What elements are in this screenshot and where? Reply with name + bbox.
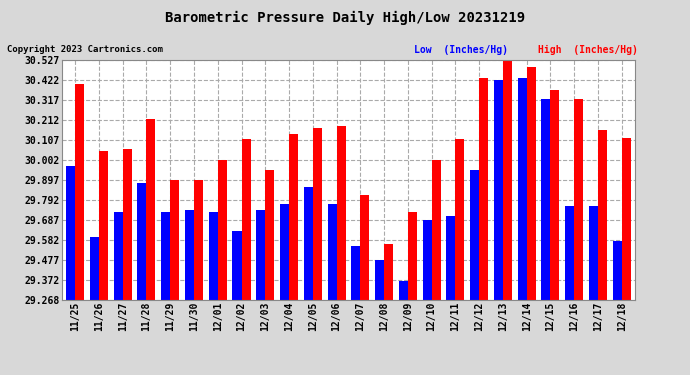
Bar xyxy=(114,212,123,300)
Bar xyxy=(328,204,337,300)
Bar xyxy=(280,204,289,300)
Bar xyxy=(75,84,84,300)
Bar xyxy=(99,151,108,300)
Text: Copyright 2023 Cartronics.com: Copyright 2023 Cartronics.com xyxy=(7,45,163,54)
Bar xyxy=(256,210,265,300)
Bar xyxy=(494,80,503,300)
Bar xyxy=(518,78,526,300)
Bar xyxy=(241,140,250,300)
Bar xyxy=(161,212,170,300)
Bar xyxy=(455,140,464,300)
Bar xyxy=(208,212,218,300)
Bar xyxy=(432,160,441,300)
Bar xyxy=(598,130,607,300)
Bar xyxy=(289,134,298,300)
Bar xyxy=(170,180,179,300)
Bar xyxy=(194,180,203,300)
Bar xyxy=(146,118,155,300)
Bar xyxy=(503,59,512,300)
Bar xyxy=(574,99,583,300)
Bar xyxy=(218,160,227,300)
Text: High  (Inches/Hg): High (Inches/Hg) xyxy=(538,45,638,55)
Bar xyxy=(399,280,408,300)
Bar xyxy=(551,90,560,300)
Bar xyxy=(542,99,551,300)
Bar xyxy=(375,260,384,300)
Bar xyxy=(622,138,631,300)
Bar xyxy=(351,246,360,300)
Bar xyxy=(313,128,322,300)
Bar xyxy=(137,183,146,300)
Bar xyxy=(265,170,275,300)
Text: Low  (Inches/Hg): Low (Inches/Hg) xyxy=(414,45,508,55)
Bar xyxy=(360,195,369,300)
Bar xyxy=(304,187,313,300)
Bar xyxy=(384,244,393,300)
Bar xyxy=(408,212,417,300)
Text: Barometric Pressure Daily High/Low 20231219: Barometric Pressure Daily High/Low 20231… xyxy=(165,11,525,26)
Bar xyxy=(90,237,99,300)
Bar xyxy=(66,166,75,300)
Bar xyxy=(337,126,346,300)
Bar xyxy=(526,67,535,300)
Bar xyxy=(422,219,432,300)
Bar xyxy=(565,206,574,300)
Bar xyxy=(123,149,132,300)
Bar xyxy=(446,216,455,300)
Bar xyxy=(479,78,489,300)
Bar xyxy=(470,170,479,300)
Bar xyxy=(233,231,241,300)
Bar xyxy=(589,206,598,300)
Bar xyxy=(185,210,194,300)
Bar xyxy=(613,240,622,300)
